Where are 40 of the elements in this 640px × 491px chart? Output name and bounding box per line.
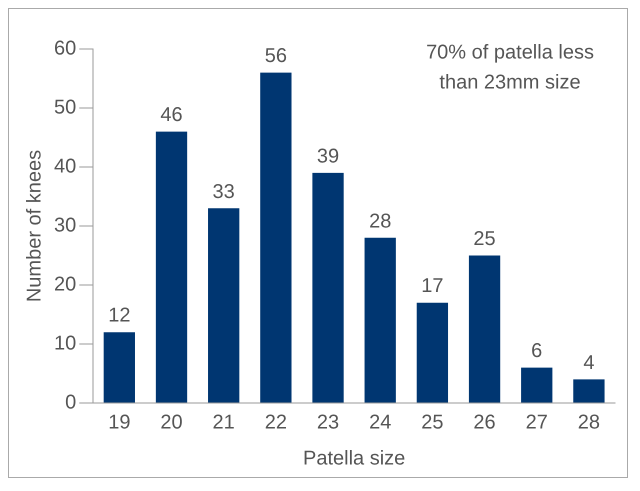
bar (521, 368, 552, 402)
data-label: 33 (212, 180, 235, 203)
x-tick-label: 20 (160, 412, 183, 434)
y-tick-label: 60 (54, 38, 76, 60)
data-label: 39 (316, 145, 340, 168)
data-label: 17 (421, 275, 444, 298)
y-tick-label: 10 (54, 332, 76, 355)
bar (312, 172, 344, 402)
y-tick-label: 0 (65, 392, 76, 414)
data-label: 25 (473, 228, 496, 250)
x-tick-label: 22 (264, 412, 287, 434)
x-tick-label: 28 (578, 412, 600, 434)
x-axis-title: Patella size (302, 448, 406, 470)
x-tick-label: 24 (369, 412, 392, 434)
x-tick-label: 19 (108, 412, 130, 434)
data-label: 28 (369, 210, 392, 232)
data-label: 12 (108, 304, 130, 327)
bar (260, 72, 292, 402)
bar (364, 238, 396, 402)
data-label: 56 (264, 45, 287, 68)
y-tick-label: 30 (54, 214, 76, 237)
bar (468, 256, 500, 402)
bar (156, 132, 188, 402)
y-tick-label: 40 (54, 156, 76, 178)
data-label: 46 (160, 104, 183, 126)
x-tick-label: 21 (212, 412, 235, 434)
x-tick-label: 23 (316, 412, 340, 434)
y-axis-title: Number of knees (24, 150, 46, 302)
bar (104, 332, 135, 402)
y-tick-label: 50 (54, 96, 76, 119)
x-tick-label: 26 (473, 412, 496, 434)
bar (208, 208, 240, 402)
x-tick-label: 27 (526, 412, 548, 434)
annotation: 70% of patella less than 23mm size (426, 42, 594, 94)
x-tick-label: 25 (421, 412, 444, 434)
data-label: 6 (531, 340, 542, 362)
bar (573, 379, 605, 402)
bar (416, 302, 448, 402)
y-tick-label: 20 (54, 274, 76, 296)
data-label: 4 (583, 352, 594, 374)
